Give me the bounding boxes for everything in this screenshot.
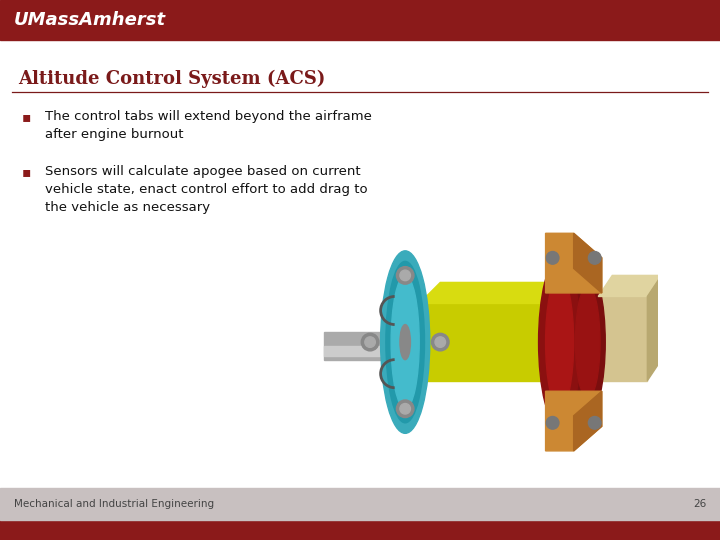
Circle shape [397, 400, 414, 417]
Ellipse shape [386, 261, 425, 423]
Bar [598, 296, 647, 381]
Polygon shape [574, 391, 602, 451]
Circle shape [588, 416, 601, 429]
Ellipse shape [546, 275, 574, 409]
Circle shape [588, 252, 601, 264]
Circle shape [400, 403, 410, 414]
Polygon shape [647, 275, 662, 381]
Text: Sensors will calculate apogee based on current
vehicle state, enact control effo: Sensors will calculate apogee based on c… [45, 165, 368, 214]
Bar [419, 303, 553, 381]
Bar [325, 332, 640, 360]
Ellipse shape [400, 325, 410, 360]
Circle shape [400, 270, 410, 281]
Ellipse shape [381, 251, 430, 433]
Circle shape [435, 337, 446, 347]
Circle shape [365, 337, 375, 347]
Bar [0, 520, 720, 540]
Ellipse shape [570, 268, 606, 416]
Polygon shape [598, 275, 662, 296]
Text: The control tabs will extend beyond the airframe
after engine burnout: The control tabs will extend beyond the … [45, 110, 372, 141]
Circle shape [361, 333, 379, 351]
Ellipse shape [539, 258, 580, 427]
Circle shape [431, 333, 449, 351]
Polygon shape [546, 391, 602, 451]
Bar [0, 0, 720, 40]
Circle shape [397, 267, 414, 284]
Polygon shape [419, 282, 574, 303]
Text: Altitude Control System (ACS): Altitude Control System (ACS) [18, 70, 325, 88]
Bar [325, 346, 640, 356]
Circle shape [546, 416, 559, 429]
Ellipse shape [391, 275, 419, 409]
Text: ▪: ▪ [22, 110, 32, 124]
Polygon shape [553, 282, 574, 381]
Ellipse shape [575, 286, 600, 399]
Text: ▪: ▪ [22, 165, 32, 179]
Polygon shape [574, 233, 602, 293]
Circle shape [546, 252, 559, 264]
Text: Mechanical and Industrial Engineering: Mechanical and Industrial Engineering [14, 499, 214, 509]
Bar [0, 488, 720, 520]
Polygon shape [546, 233, 602, 293]
Text: UMassAmherst: UMassAmherst [14, 11, 166, 29]
Text: 26: 26 [693, 499, 706, 509]
